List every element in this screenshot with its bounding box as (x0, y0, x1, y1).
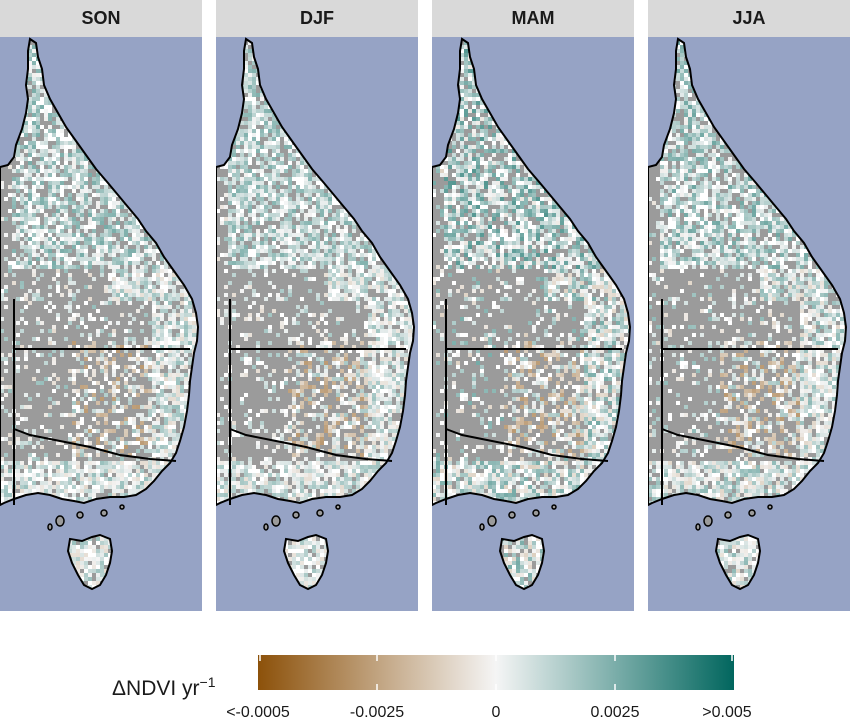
state-borders (13, 299, 190, 505)
island (76, 511, 84, 519)
legend-tick-label: 0 (491, 704, 501, 721)
legend-tick-label: >0.005 (702, 704, 752, 721)
coastline (216, 37, 416, 507)
panel-djf: DJF (216, 0, 418, 611)
colorbar (258, 655, 734, 690)
map-djf (216, 37, 418, 611)
panel-mam: MAM (432, 0, 634, 611)
panel-title: MAM (432, 0, 634, 37)
map-svg (432, 37, 634, 611)
panel-title: JJA (648, 0, 850, 37)
map-mam (432, 37, 634, 611)
coastline (714, 533, 762, 591)
island (479, 523, 485, 531)
island (703, 515, 713, 527)
coastline (66, 533, 114, 591)
panel-son: SON (0, 0, 202, 611)
island (508, 511, 516, 519)
map-svg (648, 37, 850, 611)
panel-title: SON (0, 0, 202, 37)
legend-tick-label: <-0.0005 (226, 704, 290, 721)
map-son (0, 37, 202, 611)
island (271, 515, 281, 527)
island (47, 523, 53, 531)
coastline (0, 37, 200, 507)
legend-title: ΔNDVI yr−1 (112, 674, 216, 700)
map-svg (0, 37, 202, 611)
state-borders (229, 299, 406, 505)
coastline (282, 533, 330, 591)
state-borders (661, 299, 838, 505)
island (724, 511, 732, 519)
island (316, 509, 324, 517)
island (487, 515, 497, 527)
map-jja (648, 37, 850, 611)
panel-jja: JJA (648, 0, 850, 611)
legend-tick-label: -0.0025 (349, 704, 405, 721)
island (119, 504, 125, 510)
island (335, 504, 341, 510)
island (748, 509, 756, 517)
island (551, 504, 557, 510)
island (695, 523, 701, 531)
state-borders (445, 299, 622, 505)
coastline (432, 37, 632, 507)
panel-title: DJF (216, 0, 418, 37)
coastline (648, 37, 848, 507)
island (292, 511, 300, 519)
legend-tick-label: 0.0025 (590, 704, 640, 721)
island (100, 509, 108, 517)
island (263, 523, 269, 531)
map-svg (216, 37, 418, 611)
land-area (0, 39, 198, 505)
coastline (498, 533, 546, 591)
island (532, 509, 540, 517)
island (55, 515, 65, 527)
island (767, 504, 773, 510)
